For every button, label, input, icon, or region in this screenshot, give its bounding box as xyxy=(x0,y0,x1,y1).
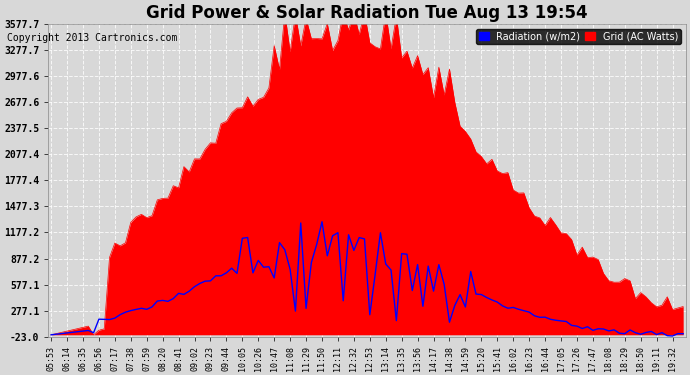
Legend: Radiation (w/m2), Grid (AC Watts): Radiation (w/m2), Grid (AC Watts) xyxy=(476,28,681,44)
Title: Grid Power & Solar Radiation Tue Aug 13 19:54: Grid Power & Solar Radiation Tue Aug 13 … xyxy=(146,4,588,22)
Text: Copyright 2013 Cartronics.com: Copyright 2013 Cartronics.com xyxy=(7,33,177,43)
